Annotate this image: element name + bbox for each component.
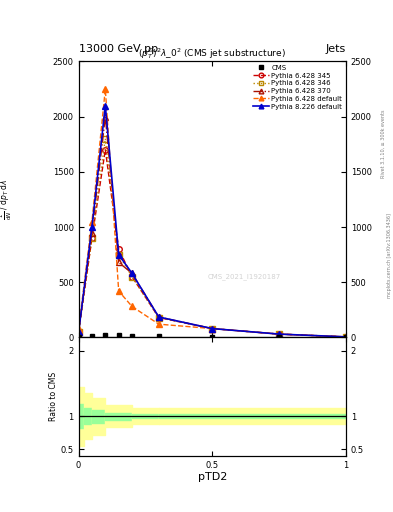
Legend: CMS, Pythia 6.428 345, Pythia 6.428 346, Pythia 6.428 370, Pythia 6.428 default,: CMS, Pythia 6.428 345, Pythia 6.428 346,… (252, 63, 344, 111)
Text: Jets: Jets (325, 44, 346, 54)
Pythia 6.428 345 (76, 329, 81, 335)
Pythia 6.428 370 (156, 314, 161, 320)
Line: Pythia 6.428 default: Pythia 6.428 default (76, 86, 349, 339)
Pythia 6.428 346 (76, 329, 81, 335)
Pythia 6.428 345 (90, 235, 94, 241)
Pythia 8.226 default (130, 270, 134, 276)
CMS (210, 334, 215, 340)
CMS (90, 333, 94, 339)
CMS (343, 334, 348, 340)
Pythia 8.226 default (116, 251, 121, 258)
Pythia 6.428 default (156, 321, 161, 327)
Pythia 6.428 346 (343, 334, 348, 340)
Pythia 6.428 345 (156, 314, 161, 321)
Pythia 8.226 default (90, 224, 94, 230)
Pythia 8.226 default (343, 334, 348, 340)
Pythia 6.428 345 (130, 273, 134, 280)
Pythia 6.428 default (90, 219, 94, 225)
Pythia 6.428 346 (116, 251, 121, 258)
Line: Pythia 6.428 346: Pythia 6.428 346 (76, 136, 349, 339)
CMS (103, 332, 108, 338)
Pythia 6.428 370 (103, 114, 108, 120)
Pythia 8.226 default (277, 331, 281, 337)
Pythia 6.428 370 (90, 229, 94, 236)
X-axis label: pTD2: pTD2 (198, 472, 227, 482)
Pythia 6.428 370 (130, 270, 134, 276)
Line: Pythia 8.226 default: Pythia 8.226 default (76, 103, 349, 339)
Line: Pythia 6.428 370: Pythia 6.428 370 (76, 114, 349, 339)
Y-axis label: Ratio to CMS: Ratio to CMS (49, 372, 58, 421)
Pythia 6.428 345 (210, 326, 215, 332)
Pythia 6.428 346 (156, 314, 161, 321)
Pythia 6.428 345 (103, 146, 108, 153)
Pythia 6.428 346 (210, 326, 215, 332)
Pythia 8.226 default (76, 329, 81, 335)
Pythia 6.428 346 (90, 235, 94, 241)
Pythia 6.428 default (103, 86, 108, 92)
Pythia 6.428 346 (277, 331, 281, 337)
Text: mcplots.cern.ch [arXiv:1306.3436]: mcplots.cern.ch [arXiv:1306.3436] (387, 214, 391, 298)
CMS (116, 332, 121, 338)
Pythia 6.428 default (76, 326, 81, 332)
Pythia 6.428 370 (210, 326, 215, 332)
Pythia 6.428 default (210, 326, 215, 332)
Pythia 6.428 345 (116, 246, 121, 252)
Pythia 6.428 345 (343, 334, 348, 340)
Pythia 6.428 default (116, 288, 121, 294)
Text: Rivet 3.1.10, ≥ 300k events: Rivet 3.1.10, ≥ 300k events (381, 109, 386, 178)
Pythia 8.226 default (210, 326, 215, 332)
CMS (156, 333, 161, 339)
CMS (130, 333, 134, 339)
Pythia 8.226 default (156, 314, 161, 320)
Pythia 6.428 370 (343, 334, 348, 340)
Text: 13000 GeV pp: 13000 GeV pp (79, 44, 158, 54)
Pythia 6.428 346 (130, 273, 134, 280)
Pythia 6.428 370 (76, 329, 81, 335)
Text: CMS_2021_I1920187: CMS_2021_I1920187 (208, 273, 281, 280)
Pythia 6.428 370 (277, 331, 281, 337)
Pythia 6.428 default (130, 304, 134, 310)
Y-axis label: $\frac{1}{\mathrm{d}N}$ / $\mathrm{d}p_T\,\mathrm{d}\lambda$: $\frac{1}{\mathrm{d}N}$ / $\mathrm{d}p_T… (0, 179, 14, 220)
Pythia 6.428 370 (116, 259, 121, 265)
CMS (277, 334, 281, 340)
Line: Pythia 6.428 345: Pythia 6.428 345 (76, 147, 349, 339)
Pythia 6.428 346 (103, 136, 108, 142)
Line: CMS: CMS (76, 333, 348, 340)
CMS (76, 334, 81, 340)
Title: $(p_T^D)^2\lambda\_0^2$ (CMS jet substructure): $(p_T^D)^2\lambda\_0^2$ (CMS jet substru… (138, 47, 286, 61)
Pythia 6.428 default (343, 334, 348, 340)
Pythia 8.226 default (103, 102, 108, 109)
Pythia 6.428 345 (277, 331, 281, 337)
Pythia 6.428 default (277, 331, 281, 337)
